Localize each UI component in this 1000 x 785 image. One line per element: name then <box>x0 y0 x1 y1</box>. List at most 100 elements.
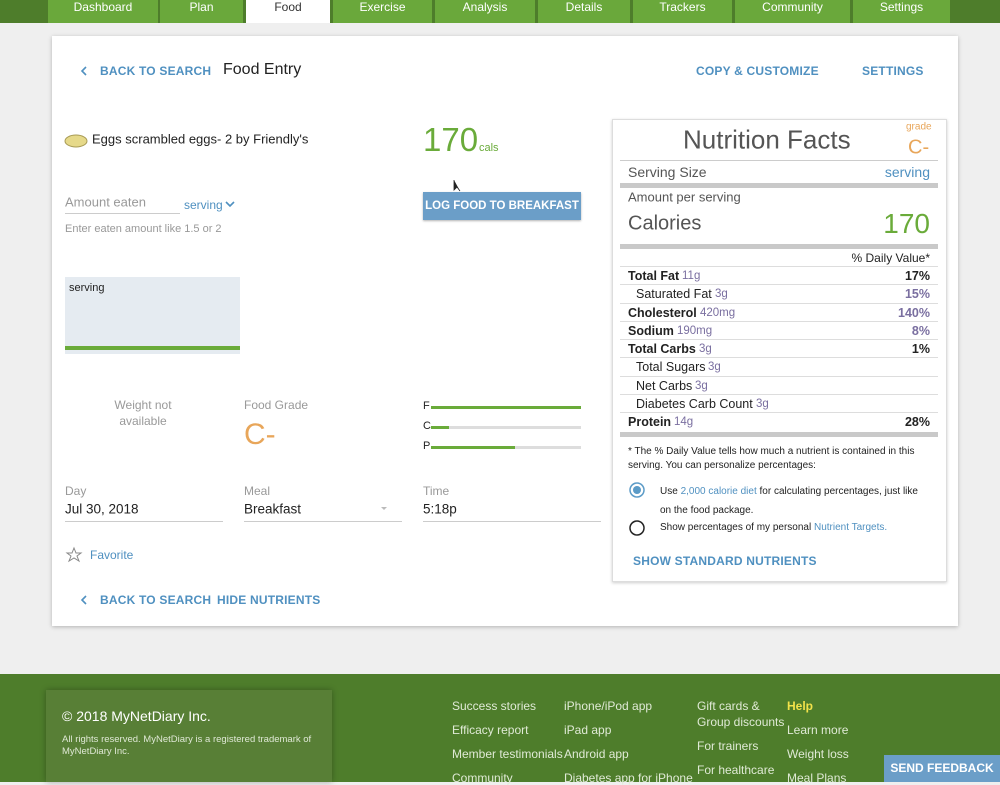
footer-link[interactable]: For healthcare <box>697 763 775 777</box>
send-feedback[interactable]: SEND FEEDBACK <box>884 755 1000 782</box>
nutrient-name: Diabetes Carb Count <box>636 396 753 411</box>
footer-link[interactable]: Success stories <box>452 699 537 713</box>
nav-tab[interactable]: Food <box>246 0 330 23</box>
serving-value: serving <box>884 164 930 180</box>
field-underline <box>244 521 402 522</box>
favorite[interactable]: Favorite <box>90 548 134 562</box>
nav-tab[interactable]: Exercise <box>333 0 432 23</box>
footer-link[interactable]: Learn more <box>787 723 849 737</box>
nutrient-name: Total Fat <box>628 269 680 283</box>
food-name: Eggs scrambled eggs- 2 by Friendly's <box>92 131 309 147</box>
meal-caret <box>381 507 387 510</box>
nf-row-line <box>620 375 938 377</box>
nutrient-name: Cholesterol <box>628 305 697 320</box>
footer-link[interactable]: Meal Plans <box>787 771 847 785</box>
portion-label: serving <box>69 282 105 294</box>
serving-label: Serving Size <box>628 164 707 180</box>
field-label: Time <box>423 484 450 498</box>
footer-link[interactable]: Diabetes app for iPhone <box>564 771 693 785</box>
nutrient-amount: 3g <box>756 397 769 410</box>
hide-nutrients[interactable]: HIDE NUTRIENTS <box>217 593 321 607</box>
nutrient-name: Total Carbs <box>628 342 696 356</box>
macro-label: P <box>423 440 431 452</box>
cal-value: 170 <box>883 208 930 239</box>
field-label: Day <box>65 484 87 498</box>
macro-label: F <box>423 400 430 412</box>
nav-tab[interactable]: Trackers <box>633 0 732 23</box>
radio[interactable] <box>629 520 645 536</box>
option-link[interactable]: 2,000 calorie diet <box>680 486 757 497</box>
nutrient-amount: 14g <box>674 416 694 428</box>
back-link[interactable]: BACK TO SEARCH <box>100 64 212 78</box>
nf-row-line <box>620 339 938 340</box>
macro-track <box>431 426 581 429</box>
footer-link[interactable]: iPhone/iPod app <box>564 699 653 713</box>
nf-row-line <box>620 412 938 413</box>
footer-link[interactable]: Help <box>787 699 814 713</box>
calories: 170 <box>423 121 479 158</box>
field-value[interactable]: Jul 30, 2018 <box>65 501 139 517</box>
nf-row-line <box>620 393 938 395</box>
option-text: Use <box>660 486 678 497</box>
show-standard[interactable]: SHOW STANDARD NUTRIENTS <box>633 554 817 568</box>
back-arrow <box>80 66 87 76</box>
amount-input[interactable]: Amount eaten <box>65 194 146 210</box>
grade-value: C- <box>244 418 276 451</box>
field-value[interactable]: Breakfast <box>244 501 302 517</box>
footer-link[interactable]: For trainers <box>697 739 759 753</box>
nav-tab[interactable]: Analysis <box>435 0 535 23</box>
nav-tab[interactable]: Plan <box>160 0 243 23</box>
log-button[interactable]: LOG FOOD TO BREAKFAST <box>423 192 581 220</box>
option-1[interactable]: Use 2,000 calorie diet for calculating p… <box>660 482 930 520</box>
nutrient-amount: 190mg <box>677 324 713 337</box>
nutrient-amount: 3g <box>695 379 708 392</box>
radio-selected[interactable] <box>629 482 645 498</box>
nutrient-name: Saturated Fat <box>636 287 712 302</box>
nf-row-line <box>620 302 938 304</box>
footer-link[interactable]: Weight loss <box>787 747 849 761</box>
nutrient-dv: 8% <box>911 323 930 338</box>
unit-select[interactable]: serving <box>184 198 223 212</box>
nav-tab[interactable]: Details <box>538 0 630 23</box>
option-text: for calculating percentages, just like o… <box>660 486 918 516</box>
option-2[interactable]: Show percentages of my personal Nutrient… <box>660 520 930 536</box>
food-icon <box>64 134 88 148</box>
option-link[interactable]: Nutrient Targets. <box>813 522 888 533</box>
nf-row-line <box>620 320 938 322</box>
nav-tab[interactable]: Community <box>735 0 850 23</box>
page-title: Food Entry <box>223 61 302 78</box>
field-label: Meal <box>244 484 271 498</box>
footer-link[interactable]: Android app <box>564 747 629 761</box>
footer-link[interactable]: Member testimonials <box>452 747 563 761</box>
nutrient-name: Protein <box>628 415 672 429</box>
nutrient-amount: 3g <box>708 361 721 374</box>
radio-dot <box>633 486 641 494</box>
rights: All rights reserved. MyNetDiary is a reg… <box>62 734 312 757</box>
nf-rule <box>620 244 938 249</box>
dropdown-chevron <box>225 201 235 208</box>
nutrient-amount: 420mg <box>700 306 736 319</box>
footer-link[interactable]: Community <box>452 771 513 785</box>
field-value[interactable]: 5:18p <box>423 501 457 517</box>
cursor <box>453 180 461 192</box>
nf-row-line <box>620 284 938 286</box>
nutrient-name: Net Carbs <box>636 378 693 393</box>
footer-link[interactable]: iPad app <box>564 723 612 737</box>
footer-link[interactable]: Gift cards & Group discounts <box>697 699 785 729</box>
nav-tab[interactable]: Settings <box>853 0 950 23</box>
nf-grade-label: grade <box>906 121 932 133</box>
nf-row-line <box>620 266 938 267</box>
footer-link[interactable]: Efficacy report <box>452 723 529 737</box>
copyright: © 2018 MyNetDiary Inc. <box>62 708 211 724</box>
nutrition-panel <box>612 119 947 582</box>
macro-bar <box>431 446 515 449</box>
nutrient-amount: 3g <box>715 288 728 301</box>
back-link[interactable]: BACK TO SEARCH <box>100 593 212 607</box>
copy-link[interactable]: COPY & CUSTOMIZE <box>696 64 819 78</box>
nav-tab[interactable]: Dashboard <box>48 0 158 23</box>
weight-note: Weight not available <box>114 398 172 428</box>
settings-link[interactable]: SETTINGS <box>862 64 924 78</box>
back-arrow <box>80 595 87 605</box>
nf-rule <box>620 183 938 188</box>
